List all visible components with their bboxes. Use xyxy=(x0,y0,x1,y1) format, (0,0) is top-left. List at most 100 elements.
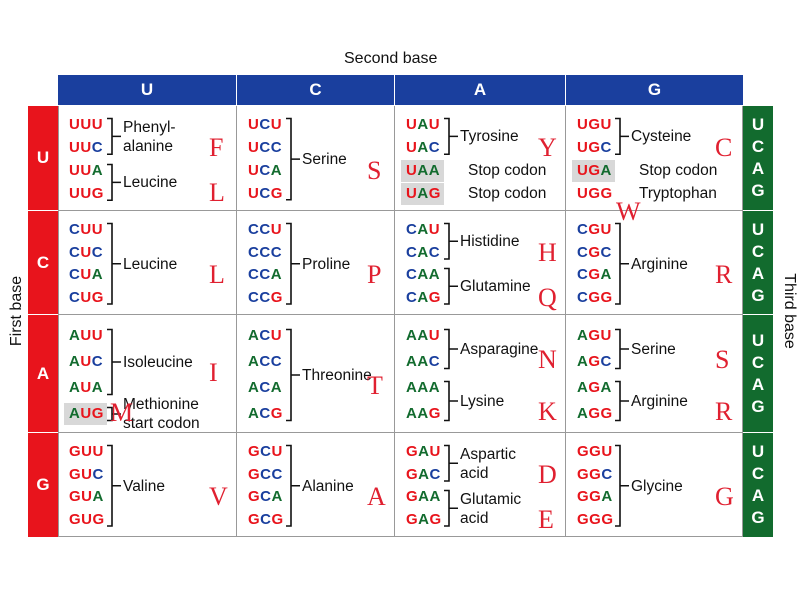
codon-aac: AACAAC xyxy=(406,353,441,370)
cell-au xyxy=(58,315,237,433)
codon-text: GCA xyxy=(248,488,283,505)
bracket-icon xyxy=(107,163,121,201)
codon-text: ACA xyxy=(248,379,282,396)
cell-cc xyxy=(237,211,395,315)
codon-text: UAA xyxy=(406,162,440,179)
codon-cua: CUACUA xyxy=(69,266,104,284)
third-base-letter: C xyxy=(751,137,765,156)
codon-text: AAA xyxy=(406,379,440,396)
codon-text: AAC xyxy=(406,353,440,370)
codon-gaa: GAAGAA xyxy=(406,488,441,506)
codon-text: GAG xyxy=(406,511,442,528)
one-letter-code: N xyxy=(538,345,557,374)
bracket-icon xyxy=(615,328,629,370)
codon-text: CAC xyxy=(406,244,440,261)
codon-guu: GUUGUU xyxy=(69,443,104,461)
codon-cca: CCACCA xyxy=(248,266,283,284)
bracket-icon xyxy=(615,380,629,422)
column-header-g: G xyxy=(566,75,743,105)
amino-acid-label: Stop codon xyxy=(468,162,547,180)
one-letter-code: L xyxy=(209,178,225,208)
third-base-letter: C xyxy=(751,352,765,372)
cell-uc xyxy=(237,106,395,211)
bracket-icon xyxy=(444,328,458,370)
amino-acid-label: Leucine xyxy=(123,173,178,191)
codon-cug: CUGCUG xyxy=(69,288,104,306)
one-letter-code: S xyxy=(715,345,730,374)
third-base-letter: U xyxy=(751,330,765,350)
third-base-letter: A xyxy=(751,263,765,283)
codon-cag: CAGCAG xyxy=(406,288,441,306)
codon-aag: AAGAAG xyxy=(406,405,441,422)
codon-text: AUU xyxy=(69,327,103,344)
codon-gcu: GCUGCU xyxy=(248,443,283,461)
codon-text: UAU xyxy=(406,116,440,133)
one-letter-code: Y xyxy=(538,132,557,162)
codon-uuc: UUCUUC xyxy=(69,139,104,157)
row-header-g: G xyxy=(28,433,58,537)
codon-text: UCC xyxy=(248,139,282,156)
bracket-icon xyxy=(107,406,121,422)
bracket-icon xyxy=(615,444,629,528)
codon-text: CGC xyxy=(577,244,612,261)
row-header-u: U xyxy=(28,106,58,211)
amino-acid-label: Cysteine xyxy=(631,128,692,146)
codon-text: AGG xyxy=(577,405,613,422)
codon-acg: ACGACG xyxy=(248,405,283,422)
amino-acid-label: Serine xyxy=(302,151,347,168)
bracket-icon xyxy=(444,444,458,483)
amino-acid-label: Leucine xyxy=(123,255,178,273)
codon-text: CAG xyxy=(406,289,441,306)
codon-gcc: GCCGCC xyxy=(248,465,283,483)
cell-cg xyxy=(566,211,743,315)
amino-acid-label: Proline xyxy=(302,255,351,273)
codon-ccc: CCCCCC xyxy=(248,243,283,261)
amino-acid-label: Threonine xyxy=(302,366,372,384)
codon-text: UUC xyxy=(69,139,103,156)
amino-acid-label: Phenyl- alanine xyxy=(123,118,176,155)
codon-aua: AUAAUA xyxy=(69,379,104,396)
codon-text: GAU xyxy=(406,443,441,460)
amino-acid-label: Asparagine xyxy=(460,340,539,358)
one-letter-code: R xyxy=(715,397,733,426)
codon-text: UGG xyxy=(577,185,613,202)
codon-text: UGC xyxy=(577,139,612,156)
stop-highlight xyxy=(572,159,615,182)
bracket-icon xyxy=(615,222,629,306)
third-base-letter: A xyxy=(751,486,765,505)
codon-cau: CAUCAU xyxy=(406,221,441,239)
codon-uau: UAUUAU xyxy=(406,116,441,134)
codon-acu: ACUACU xyxy=(248,327,283,344)
codon-text: UGA xyxy=(577,162,612,179)
one-letter-code: D xyxy=(538,459,557,489)
amino-acid-label: Tryptophan xyxy=(639,185,717,203)
third-base-letter: G xyxy=(751,508,765,527)
second-base-label: Second base xyxy=(344,50,438,67)
codon-cgg: CGGCGG xyxy=(577,288,613,306)
bracket-icon xyxy=(286,328,300,422)
one-letter-code: R xyxy=(715,260,733,289)
one-letter-code: P xyxy=(367,260,382,289)
cell-ac xyxy=(237,315,395,433)
third-base-letter: G xyxy=(751,181,765,200)
codon-text: GCU xyxy=(248,443,283,460)
stop-highlight xyxy=(401,182,444,205)
codon-aga: AGAAGA xyxy=(577,379,612,396)
codon-ucu: UCUUCU xyxy=(248,116,283,134)
third-base-letter: U xyxy=(751,442,765,461)
codon-gua: GUAGUA xyxy=(69,488,104,506)
codon-aug: AUGAUG xyxy=(69,405,104,422)
codon-uua: UUAUUA xyxy=(69,161,104,179)
codon-text: CUG xyxy=(69,289,104,306)
codon-ucg: UCGUCG xyxy=(248,184,283,202)
amino-acid-label: Glutamine xyxy=(460,278,531,295)
amino-acid-label: Serine xyxy=(631,340,676,358)
amino-acid-label: Stop codon xyxy=(468,185,547,203)
codon-ccu: CCUCCU xyxy=(248,221,283,239)
amino-acid-label: Glutamic acid xyxy=(460,490,522,527)
codon-ugg: UGGUGG xyxy=(577,184,613,202)
amino-acid-label: Tyrosine xyxy=(460,128,519,146)
one-letter-code: M xyxy=(110,398,134,427)
